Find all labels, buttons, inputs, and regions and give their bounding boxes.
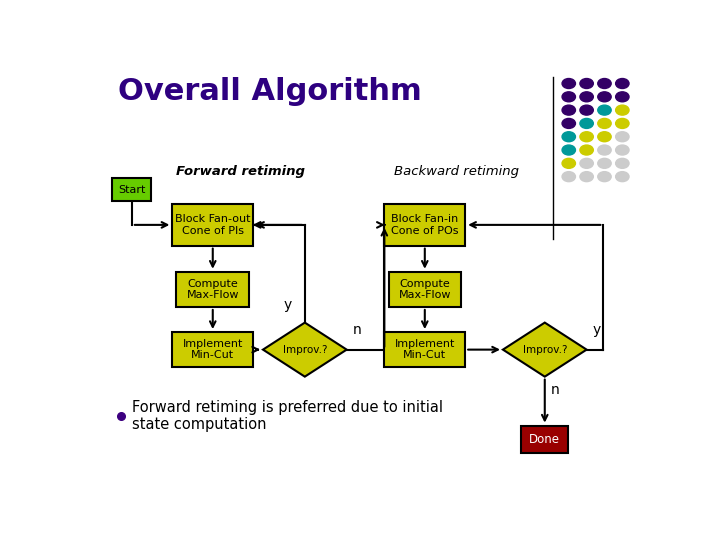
Text: Implement
Min-Cut: Implement Min-Cut — [395, 339, 455, 360]
Circle shape — [580, 145, 593, 155]
Circle shape — [580, 132, 593, 141]
Circle shape — [580, 92, 593, 102]
Circle shape — [562, 92, 575, 102]
Text: Overall Algorithm: Overall Algorithm — [118, 77, 422, 106]
Circle shape — [598, 158, 611, 168]
Circle shape — [616, 145, 629, 155]
Polygon shape — [263, 322, 347, 377]
Text: Block Fan-out
Cone of PIs: Block Fan-out Cone of PIs — [175, 214, 251, 235]
Text: Block Fan-in
Cone of POs: Block Fan-in Cone of POs — [391, 214, 459, 235]
Circle shape — [616, 92, 629, 102]
Circle shape — [562, 105, 575, 115]
Circle shape — [598, 78, 611, 89]
Circle shape — [562, 132, 575, 141]
Text: Implement
Min-Cut: Implement Min-Cut — [183, 339, 243, 360]
Text: Forward retiming is preferred due to initial
state computation: Forward retiming is preferred due to ini… — [132, 400, 443, 433]
Circle shape — [598, 132, 611, 141]
FancyBboxPatch shape — [521, 426, 569, 453]
Circle shape — [580, 172, 593, 181]
Polygon shape — [503, 322, 587, 377]
Text: y: y — [284, 298, 292, 312]
Text: Improv.?: Improv.? — [523, 345, 567, 355]
FancyBboxPatch shape — [172, 204, 253, 246]
Circle shape — [598, 92, 611, 102]
Circle shape — [616, 118, 629, 129]
FancyBboxPatch shape — [384, 332, 465, 367]
Circle shape — [598, 145, 611, 155]
Text: Compute
Max-Flow: Compute Max-Flow — [399, 279, 451, 300]
Text: n: n — [352, 323, 361, 337]
Circle shape — [562, 172, 575, 181]
Circle shape — [562, 158, 575, 168]
Text: Improv.?: Improv.? — [282, 345, 327, 355]
FancyBboxPatch shape — [112, 178, 151, 201]
Circle shape — [616, 132, 629, 141]
Text: Start: Start — [118, 185, 145, 194]
Circle shape — [580, 118, 593, 129]
FancyBboxPatch shape — [389, 272, 461, 307]
Circle shape — [580, 78, 593, 89]
FancyBboxPatch shape — [176, 272, 249, 307]
Text: y: y — [592, 323, 600, 337]
FancyBboxPatch shape — [172, 332, 253, 367]
Circle shape — [616, 105, 629, 115]
Text: n: n — [550, 383, 559, 397]
Circle shape — [598, 105, 611, 115]
Circle shape — [616, 78, 629, 89]
FancyBboxPatch shape — [384, 204, 465, 246]
Text: Backward retiming: Backward retiming — [394, 165, 519, 178]
Circle shape — [616, 172, 629, 181]
Circle shape — [580, 158, 593, 168]
Circle shape — [598, 118, 611, 129]
Text: Done: Done — [529, 433, 560, 446]
Text: Compute
Max-Flow: Compute Max-Flow — [186, 279, 239, 300]
Circle shape — [562, 145, 575, 155]
Text: Forward retiming: Forward retiming — [176, 165, 305, 178]
Circle shape — [598, 172, 611, 181]
Circle shape — [562, 78, 575, 89]
Circle shape — [616, 158, 629, 168]
Circle shape — [580, 105, 593, 115]
Circle shape — [562, 118, 575, 129]
